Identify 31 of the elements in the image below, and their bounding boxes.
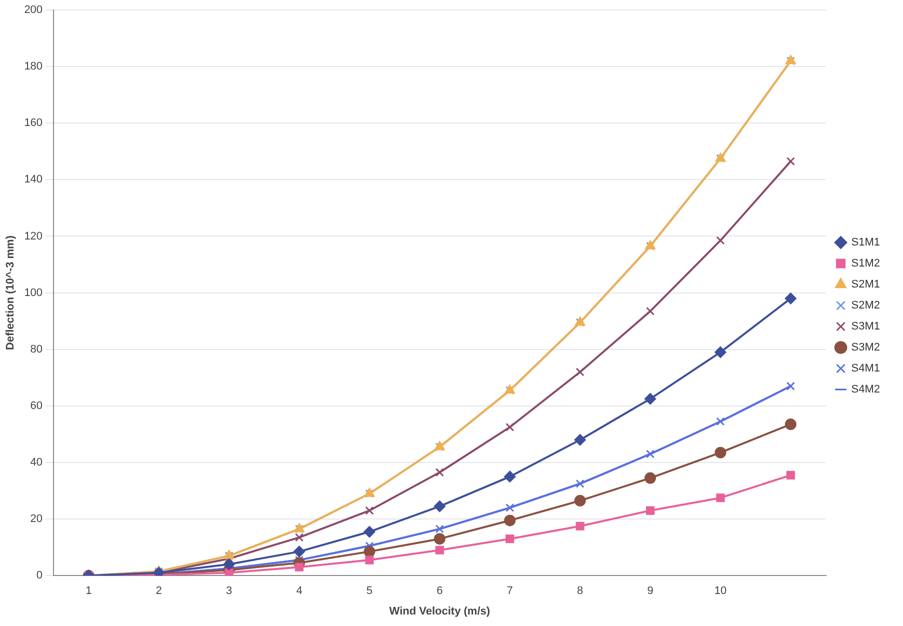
legend-label: S3M2 <box>851 342 880 354</box>
y-tick-label: 80 <box>30 343 43 356</box>
y-tick-label: 160 <box>24 117 43 130</box>
legend-label: S2M2 <box>851 300 880 312</box>
y-tick-label: 60 <box>30 400 43 412</box>
x-tick-label: 6 <box>436 585 443 598</box>
x-tick-label: 10 <box>714 585 727 598</box>
y-tick-label: 0 <box>36 570 43 582</box>
y-tick-label: 180 <box>24 60 43 73</box>
legend-label: S1M1 <box>851 236 880 249</box>
y-tick-label: 20 <box>30 513 43 526</box>
x-tick-label: 8 <box>577 585 584 598</box>
x-tick-label: 2 <box>156 585 162 598</box>
x-tick-label: 3 <box>226 585 232 598</box>
y-tick-label: 200 <box>24 4 43 16</box>
x-tick-label: 4 <box>296 585 302 598</box>
y-tick-label: 120 <box>24 230 43 242</box>
x-tick-label: 7 <box>506 585 513 598</box>
legend-label: S4M1 <box>851 362 880 375</box>
y-tick-label: 100 <box>24 286 43 299</box>
legend-label: S1M2 <box>851 258 880 270</box>
x-tick-label: 9 <box>647 585 654 598</box>
x-tick-label: 5 <box>366 585 373 598</box>
y-axis-title: Deflection (10^-3 mm) <box>4 235 17 350</box>
legend-label: S3M1 <box>851 320 880 333</box>
y-tick-label: 140 <box>24 174 43 186</box>
legend-label: S4M2 <box>851 384 880 396</box>
y-tick-label: 40 <box>30 456 43 469</box>
legend-label: S2M1 <box>851 278 880 291</box>
x-axis-title: Wind Velocity (m/s) <box>389 605 490 618</box>
x-tick-label: 1 <box>86 585 92 598</box>
